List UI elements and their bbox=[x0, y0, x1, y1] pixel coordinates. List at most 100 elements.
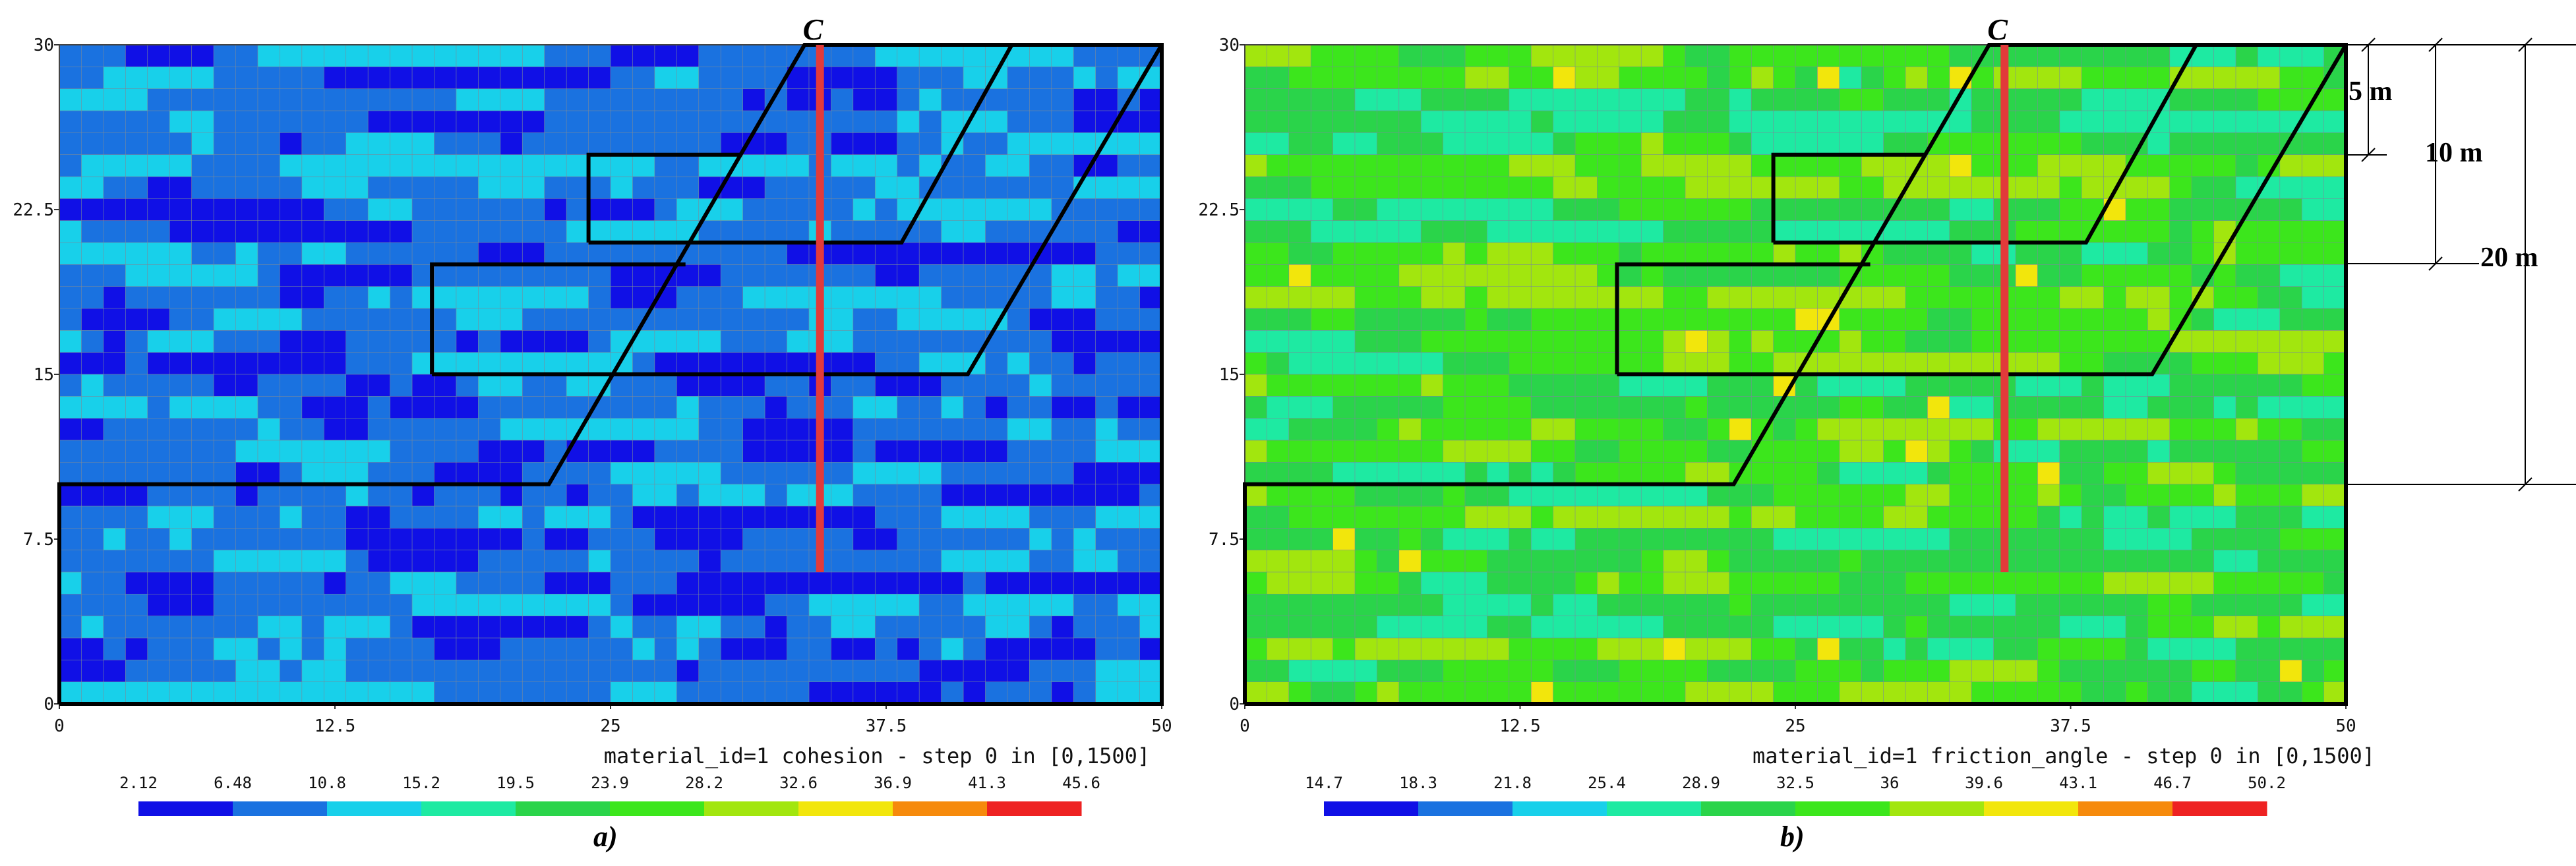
heatmap-cell bbox=[500, 88, 523, 111]
colorbar-tick-label: 10.8 bbox=[308, 774, 346, 792]
heatmap-cell bbox=[125, 198, 148, 221]
heatmap-cell bbox=[566, 132, 589, 156]
heatmap-cell bbox=[1773, 616, 1796, 639]
heatmap-cell bbox=[698, 374, 721, 397]
heatmap-cell bbox=[2258, 308, 2281, 332]
heatmap-cell bbox=[1117, 308, 1141, 332]
heatmap-cell bbox=[918, 264, 942, 287]
heatmap-cell bbox=[1597, 374, 1620, 397]
heatmap-cell bbox=[1051, 176, 1074, 200]
heatmap-cell bbox=[2213, 286, 2236, 309]
heatmap-cell bbox=[1663, 44, 1686, 68]
heatmap-cell bbox=[1509, 110, 1532, 134]
heatmap-cell bbox=[1354, 264, 1378, 287]
heatmap-cell bbox=[1310, 396, 1334, 419]
heatmap-cell bbox=[2301, 374, 2325, 397]
heatmap-cell bbox=[1509, 637, 1532, 661]
heatmap-cell bbox=[764, 528, 788, 551]
heatmap-cell bbox=[2147, 462, 2171, 485]
heatmap-cell bbox=[1310, 67, 1334, 90]
heatmap-cell bbox=[500, 264, 523, 287]
heatmap-cell bbox=[2015, 264, 2039, 287]
heatmap-cell bbox=[676, 418, 700, 441]
heatmap-cell bbox=[985, 176, 1008, 200]
heatmap-cell bbox=[2235, 550, 2259, 573]
heatmap-cell bbox=[59, 286, 82, 309]
heatmap-cell bbox=[1007, 176, 1031, 200]
heatmap-cell bbox=[742, 374, 765, 397]
heatmap-cell bbox=[1051, 242, 1074, 266]
heatmap-cell bbox=[1817, 352, 1840, 375]
heatmap-cell bbox=[1597, 681, 1620, 705]
heatmap-cell bbox=[191, 67, 214, 90]
heatmap-cell bbox=[1795, 440, 1818, 463]
heatmap-cell bbox=[1574, 352, 1598, 375]
heatmap-cell bbox=[2081, 330, 2105, 353]
heatmap-cell bbox=[1574, 681, 1598, 705]
heatmap-cell bbox=[1288, 308, 1311, 332]
heatmap-cell bbox=[434, 132, 457, 156]
heatmap-cell bbox=[522, 571, 545, 595]
heatmap-cell bbox=[1773, 418, 1796, 441]
heatmap-cell bbox=[390, 220, 413, 243]
heatmap-cell bbox=[610, 286, 634, 309]
heatmap-cell bbox=[1817, 374, 1840, 397]
heatmap-cell bbox=[1139, 154, 1162, 177]
heatmap-cell bbox=[1487, 484, 1510, 507]
heatmap-cell bbox=[2258, 550, 2281, 573]
heatmap-cell bbox=[1553, 616, 1576, 639]
heatmap-cell bbox=[544, 484, 567, 507]
heatmap-cell bbox=[1619, 330, 1642, 353]
heatmap-cell bbox=[1244, 528, 1268, 551]
heatmap-cell bbox=[522, 374, 545, 397]
heatmap-cell bbox=[1530, 176, 1554, 200]
heatmap-cell bbox=[81, 330, 104, 353]
heatmap-cell bbox=[2258, 220, 2281, 243]
heatmap-cell bbox=[1333, 88, 1356, 111]
heatmap-cell bbox=[411, 550, 435, 573]
x-tick-label: 12.5 bbox=[315, 716, 356, 736]
heatmap-cell bbox=[742, 418, 765, 441]
heatmap-cell bbox=[1861, 550, 1884, 573]
heatmap-cell bbox=[1861, 594, 1884, 617]
heatmap-cell bbox=[1310, 505, 1334, 529]
heatmap-cell bbox=[213, 594, 237, 617]
heatmap-cell bbox=[720, 550, 744, 573]
heatmap-cell bbox=[2037, 44, 2060, 68]
heatmap-cell bbox=[2213, 67, 2236, 90]
heatmap-cell bbox=[1487, 418, 1510, 441]
heatmap-cell bbox=[1530, 396, 1554, 419]
heatmap-cell bbox=[301, 484, 324, 507]
heatmap-cell bbox=[1729, 484, 1752, 507]
heatmap-cell bbox=[654, 550, 678, 573]
heatmap-cell bbox=[742, 550, 765, 573]
heatmap-cell bbox=[2125, 550, 2149, 573]
heatmap-cell bbox=[478, 462, 501, 485]
heatmap-cell bbox=[1420, 220, 1444, 243]
heatmap-cell bbox=[831, 176, 854, 200]
heatmap-cell bbox=[1553, 462, 1576, 485]
heatmap-cell bbox=[1354, 440, 1378, 463]
heatmap-cell bbox=[566, 396, 589, 419]
heatmap-cell bbox=[588, 176, 611, 200]
heatmap-cell bbox=[390, 637, 413, 661]
heatmap-cell bbox=[1095, 505, 1118, 529]
heatmap-cell bbox=[787, 154, 810, 177]
heatmap-cell bbox=[522, 440, 545, 463]
heatmap-cell bbox=[676, 330, 700, 353]
heatmap-cell bbox=[720, 330, 744, 353]
heatmap-cell bbox=[676, 132, 700, 156]
heatmap-cell bbox=[213, 440, 237, 463]
heatmap-cell bbox=[301, 418, 324, 441]
heatmap-cell bbox=[2301, 440, 2325, 463]
heatmap-cell bbox=[831, 67, 854, 90]
heatmap-cell bbox=[1377, 154, 1400, 177]
heatmap-cell bbox=[345, 44, 369, 68]
heatmap-cell bbox=[544, 242, 567, 266]
heatmap-cell bbox=[434, 176, 457, 200]
heatmap-cell bbox=[1333, 176, 1356, 200]
heatmap-cell bbox=[478, 176, 501, 200]
heatmap-cell bbox=[897, 110, 920, 134]
heatmap-cell bbox=[1288, 374, 1311, 397]
heatmap-cell bbox=[1949, 528, 1972, 551]
